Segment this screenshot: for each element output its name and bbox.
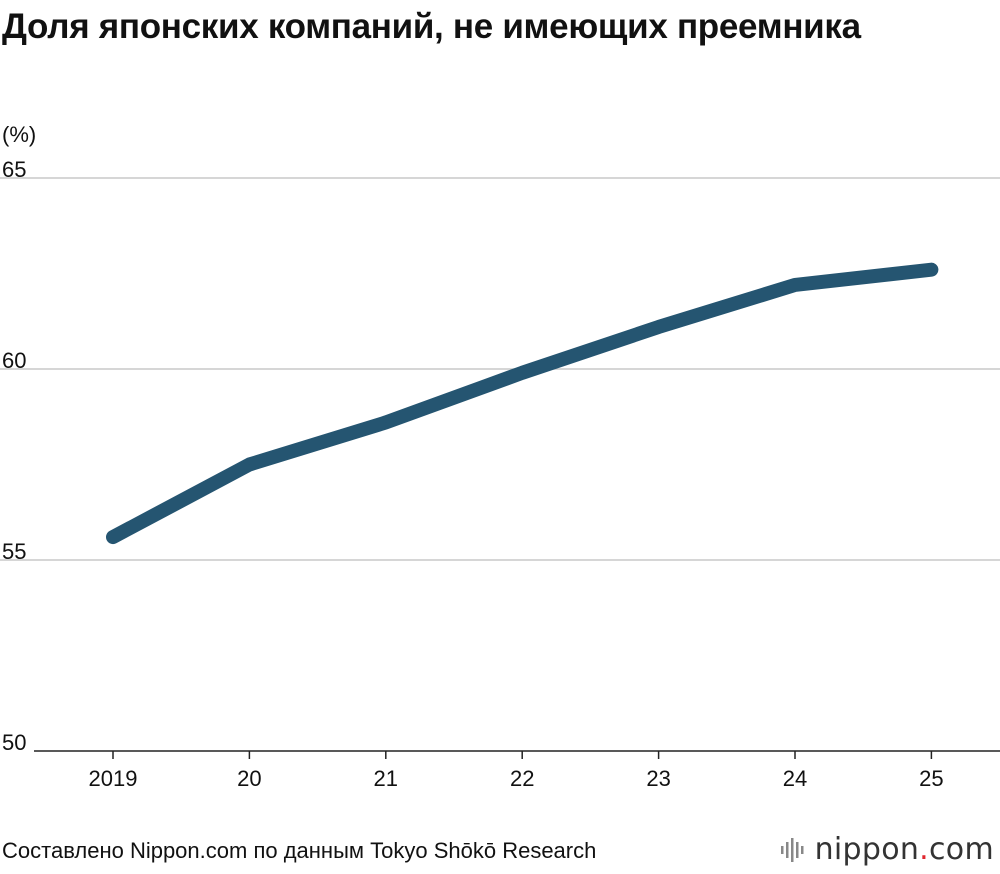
data-point	[794, 284, 796, 286]
y-tick-label: 60	[2, 348, 26, 373]
y-tick-label: 55	[2, 539, 26, 564]
data-point	[248, 464, 250, 465]
x-tick-label: 24	[783, 766, 807, 791]
x-tick-label: 22	[510, 766, 534, 791]
sound-wave-icon	[780, 837, 804, 862]
y-axis-unit-label: (%)	[2, 122, 37, 147]
logo-wordmark: nippon.com	[815, 832, 994, 867]
data-point	[658, 326, 660, 328]
x-tick-label: 25	[919, 766, 943, 791]
data-point	[112, 536, 114, 538]
data-point	[521, 372, 523, 374]
x-tick-label: 2019	[89, 766, 138, 791]
x-tick-label: 20	[237, 766, 261, 791]
source-note: Составлено Nippon.com по данным Tokyo Sh…	[2, 838, 597, 863]
x-tick-label: 23	[646, 766, 670, 791]
y-tick-label: 65	[2, 157, 26, 182]
logo-dot: .	[919, 832, 930, 867]
logo-domain: com	[929, 832, 994, 867]
x-tick-label: 21	[374, 766, 398, 791]
series-line	[106, 262, 939, 545]
logo-name: nippon	[814, 832, 920, 867]
data-point	[930, 269, 932, 271]
nippon-logo: nippon.com	[780, 832, 994, 867]
chart-title: Доля японских компаний, не имеющих преем…	[2, 7, 861, 46]
y-tick-label: 50	[2, 730, 26, 755]
data-point	[385, 421, 387, 423]
